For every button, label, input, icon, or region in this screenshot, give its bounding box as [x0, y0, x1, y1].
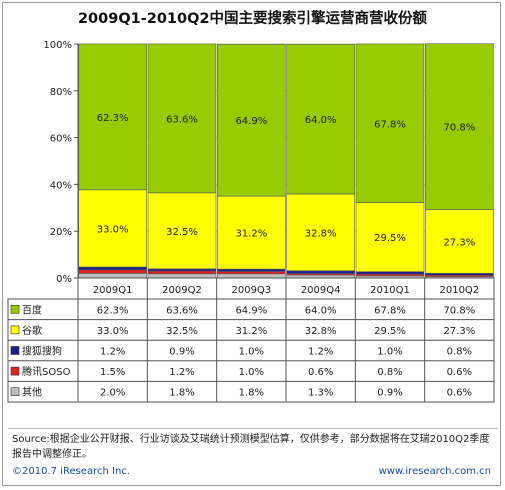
bar-segment	[147, 270, 217, 275]
source-note: Source:根据企业公开财报、行业访谈及艾瑞统计预测模型估算，仅供参考，部分数…	[12, 434, 490, 460]
bar-value-label: 62.3%	[97, 113, 129, 124]
copyright: ©2010.7 iResearch Inc.	[12, 466, 130, 477]
bar-segment	[355, 43, 425, 203]
bar-value-label: 33.0%	[97, 224, 129, 235]
legend-swatch	[10, 325, 20, 335]
y-tick-label: 40%	[50, 180, 72, 191]
table-cell: 64.9%	[235, 305, 267, 316]
table-cell: 27.3%	[443, 326, 475, 337]
table-cell: 64.0%	[305, 305, 337, 316]
legend-label: 其他	[22, 386, 42, 399]
bar-segment	[78, 269, 147, 274]
legend-swatch	[10, 304, 20, 314]
table-cell: 70.8%	[443, 305, 475, 316]
table-cell: 32.5%	[166, 326, 198, 337]
bar-segment	[147, 273, 217, 279]
bar-value-label: 64.0%	[305, 115, 337, 126]
table-cell: 0.6%	[447, 388, 472, 399]
y-tick-label: 20%	[50, 227, 72, 238]
bar-segment	[217, 271, 286, 275]
legend-swatch	[10, 366, 20, 376]
legend-label: 谷歌	[22, 324, 42, 337]
table-cell: 2.0%	[100, 388, 125, 399]
table-cell: 32.8%	[305, 326, 337, 337]
bar-value-label: 67.8%	[374, 119, 406, 130]
website: www.iresearch.com.cn	[378, 466, 491, 477]
table-cell: 1.8%	[239, 388, 264, 399]
table-cell: 33.0%	[97, 326, 129, 337]
table-cell: 0.9%	[377, 388, 402, 399]
legend-label: 搜狐搜狗	[22, 345, 62, 358]
bar-segment	[78, 273, 147, 279]
table-cell: 31.2%	[235, 326, 267, 337]
bar-value-label: 32.8%	[305, 228, 337, 239]
x-category-label: 2010Q2	[439, 285, 479, 296]
table-cell: 29.5%	[374, 326, 406, 337]
y-tick-label: 0%	[56, 274, 72, 285]
bar-segment	[425, 209, 494, 274]
bar-segment	[217, 43, 286, 197]
bar-value-label: 64.9%	[235, 116, 267, 127]
x-category-label: 2010Q1	[370, 285, 410, 296]
legend-label: 腾讯SOSO	[22, 365, 71, 378]
table-cell: 1.2%	[169, 367, 194, 378]
bar-segment	[425, 43, 494, 210]
table-cell: 0.6%	[308, 367, 333, 378]
bar-segment	[217, 268, 286, 272]
bar-segment	[286, 43, 355, 195]
y-tick-label: 80%	[50, 87, 72, 98]
table-cell: 1.2%	[100, 347, 125, 358]
table-cell: 1.3%	[308, 388, 333, 399]
bar-segment	[355, 202, 425, 272]
chart-frame	[2, 2, 501, 486]
plot-area	[78, 44, 494, 278]
table-cell: 0.6%	[447, 367, 472, 378]
stacked-bar-chart: 0% 20% 40% 60% 80% 100% 33.0% 62.3% 32.5% 63.6% 31…	[7, 40, 495, 403]
table-cell: 1.8%	[169, 388, 194, 399]
bar-value-label: 29.5%	[374, 233, 406, 244]
table-cell: 0.9%	[169, 347, 194, 358]
x-category-label: 2009Q3	[231, 285, 271, 296]
bar-segment	[355, 271, 425, 275]
table-cell: 1.0%	[377, 347, 402, 358]
bar-value-label: 31.2%	[235, 229, 267, 240]
bar-segment	[78, 266, 147, 271]
source-divider	[8, 428, 498, 461]
bar-segment	[147, 268, 217, 272]
table-cell: 0.8%	[447, 347, 472, 358]
bar-segment	[147, 43, 217, 194]
legend-swatch	[10, 387, 20, 397]
bar-value-label: 63.6%	[166, 114, 198, 125]
bar-value-label: 27.3%	[443, 237, 475, 248]
table-cell: 1.2%	[308, 347, 333, 358]
bar-segment	[286, 193, 355, 272]
bar-segment	[147, 192, 217, 270]
x-category-label: 2009Q4	[301, 285, 341, 296]
table-cell: 62.3%	[97, 305, 129, 316]
y-tick-label: 100%	[43, 40, 72, 51]
bar-segment	[217, 195, 286, 270]
chart-title: 2009Q1-2010Q2中国主要搜索引擎运营商营收份额	[77, 11, 428, 27]
legend-label: 百度	[22, 303, 42, 316]
bar-segment	[217, 273, 286, 279]
bar-segment	[78, 43, 147, 191]
bar-value-label: 32.5%	[166, 227, 198, 238]
table-cell: 63.6%	[166, 305, 198, 316]
y-tick-label: 60%	[50, 134, 72, 145]
table-cell: 1.0%	[239, 347, 264, 358]
table-cell: 1.0%	[239, 367, 264, 378]
x-category-label: 2009Q2	[162, 285, 202, 296]
table-cell: 0.8%	[377, 367, 402, 378]
x-category-label: 2009Q1	[93, 285, 133, 296]
table-cell: 67.8%	[374, 305, 406, 316]
legend-swatch	[10, 346, 20, 355]
bar-segment	[286, 270, 355, 274]
bar-value-label: 70.8%	[443, 123, 475, 134]
table-cell: 1.5%	[100, 367, 125, 378]
